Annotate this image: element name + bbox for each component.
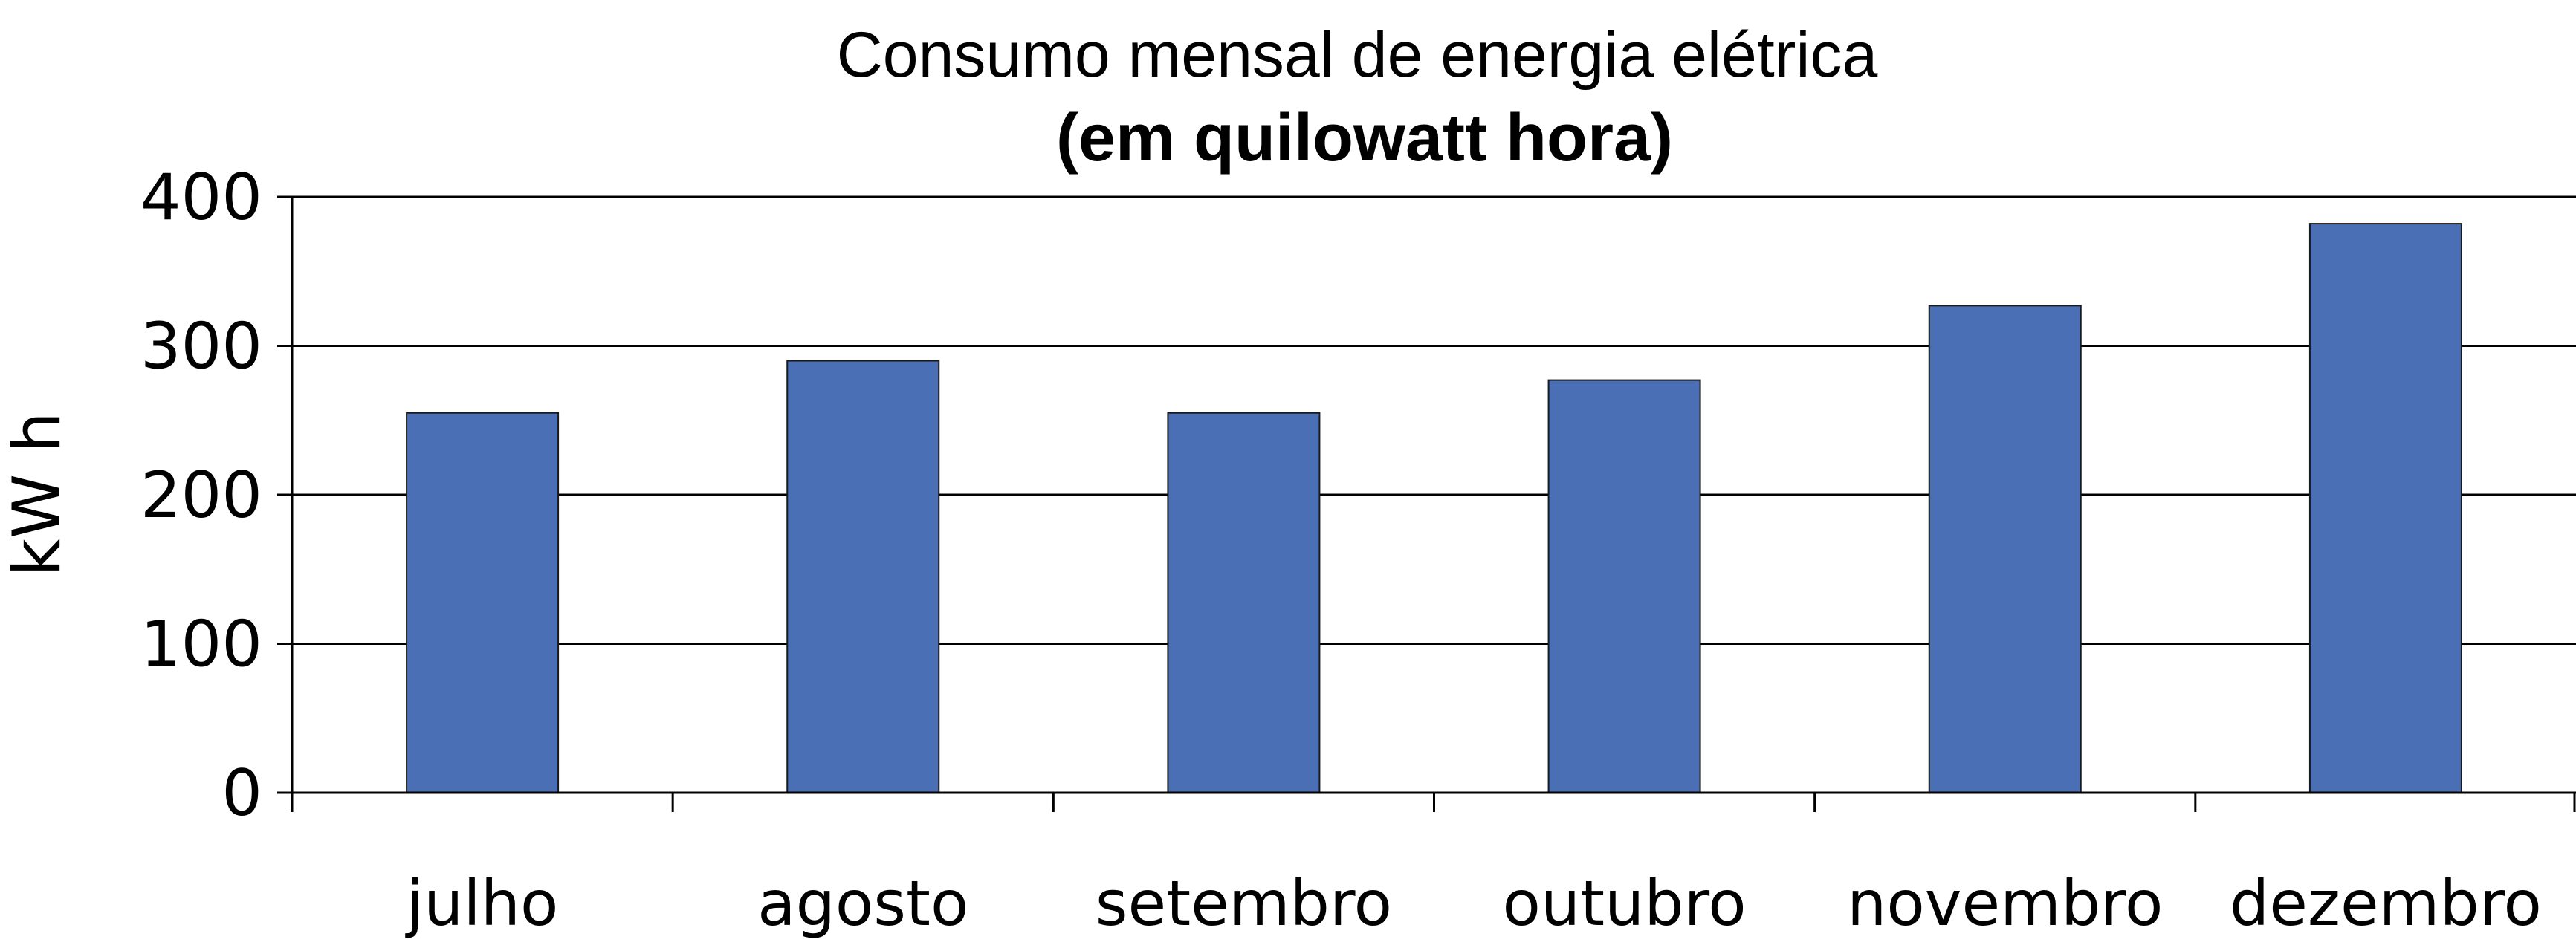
y-tick-label: 0 (221, 756, 262, 831)
y-tick-label: 100 (140, 608, 262, 682)
bar (2308, 223, 2462, 793)
y-tick-label: 200 (140, 458, 262, 533)
x-category-labels: julho agosto setembro outubro novembro dezemb… (405, 867, 2542, 940)
bar (1547, 379, 1701, 793)
bar (1167, 412, 1321, 793)
bar (786, 360, 940, 793)
chart-subtitle: (em quilowatt hora) (1056, 101, 1673, 175)
x-category-label: novembro (1847, 867, 2163, 940)
y-axis-label: kW h (0, 412, 75, 577)
y-tick-label: 300 (140, 310, 262, 384)
bars (406, 223, 2462, 793)
bar (406, 412, 560, 793)
bar (1928, 305, 2082, 793)
x-category-label: outubro (1502, 867, 1746, 940)
x-category-label: setembro (1096, 867, 1392, 940)
y-tick-label: 400 (140, 160, 262, 235)
x-category-label: dezembro (2230, 867, 2542, 940)
y-tick-labels: 0 100 200 300 400 (140, 160, 262, 831)
x-category-label: agosto (757, 867, 968, 940)
x-category-label: julho (405, 867, 559, 940)
axes (291, 197, 2576, 812)
gridlines (277, 195, 2576, 794)
chart-title: Consumo mensal de energia elétrica (837, 19, 1878, 91)
